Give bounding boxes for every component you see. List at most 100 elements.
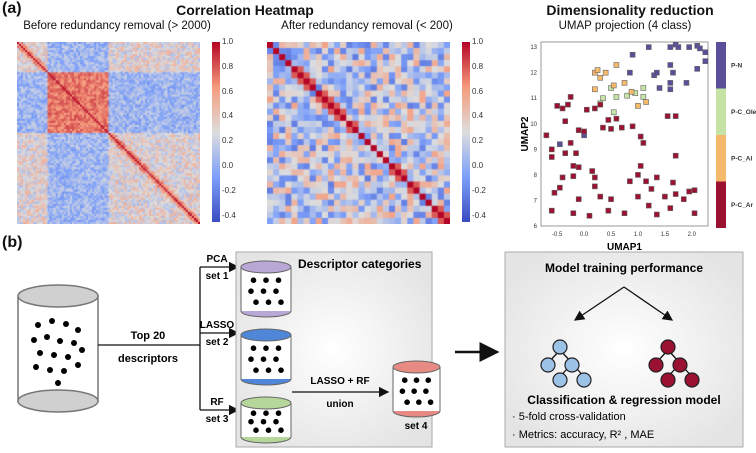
- scatter-point-p-c-al: [597, 74, 604, 81]
- scatter-point-p-c-ar: [654, 211, 660, 218]
- colorbar-tick-label: 0.0: [472, 161, 484, 170]
- scatter-point-p-c-ar: [637, 163, 644, 169]
- scatter-point-p-c-ar: [583, 106, 590, 113]
- colorbar-tick-label: 1.0: [222, 37, 234, 46]
- y-tick-label: 11: [531, 96, 538, 102]
- scatter-point-p-n: [686, 44, 692, 50]
- panel-b-label: (b): [2, 234, 23, 251]
- scatter-point-p-c-ar: [575, 164, 582, 171]
- scatter-point-p-c-al: [643, 99, 649, 105]
- heatmap-before: [17, 42, 200, 224]
- colorbar-tick-label: -0.2: [472, 185, 486, 195]
- y-tick-label: 13: [530, 45, 537, 51]
- y-tick-label: 9: [534, 147, 538, 153]
- scatter-point-p-c-ar: [608, 196, 614, 202]
- scatter-point-p-c-ar: [592, 183, 598, 190]
- scatter-point-p-c-ar: [613, 115, 620, 122]
- scatter-point-p-c-ar: [570, 210, 577, 217]
- scatter-point-p-c-ole: [613, 94, 620, 100]
- scatter-point-p-c-al: [613, 62, 620, 68]
- scatter-point-p-c-ar: [605, 207, 612, 214]
- descriptor-categories-title: Descriptor categories: [298, 257, 422, 271]
- scatter-point-p-c-ar: [551, 189, 558, 196]
- scatter-point-p-c-ar: [662, 193, 668, 200]
- colorbar-tick-label: 1.0: [472, 37, 484, 46]
- scatter-point-p-c-ar: [575, 127, 582, 133]
- scatter-point-p-c-ar: [575, 196, 582, 202]
- dimred-title: Dimensionality reduction: [546, 2, 714, 18]
- x-tick-label: 1.5: [661, 232, 670, 238]
- scatter-point-p-n: [627, 69, 633, 76]
- scatter-point-p-n: [697, 45, 703, 52]
- branch-pca-set: set 1: [206, 271, 229, 282]
- model-title: Model training performance: [545, 261, 703, 275]
- class-bar-segment: [716, 181, 726, 228]
- scatter-point-p-c-ole: [640, 94, 647, 100]
- heatmap-after: [267, 42, 450, 224]
- branch-pca-method: PCA: [206, 254, 227, 265]
- colorbar-tick-label: 0.4: [222, 111, 234, 121]
- x-tick-label: -0.5: [552, 232, 563, 238]
- x-axis-label: UMAP1: [607, 242, 642, 253]
- scatter-point-p-c-ar: [637, 133, 644, 140]
- x-tick-label: 2.0: [688, 232, 697, 238]
- class-label: P-N: [731, 62, 743, 69]
- colorbar-tick-label: 0.6: [472, 86, 484, 96]
- x-tick-label: 0.0: [580, 232, 589, 238]
- y-tick-label: 6: [534, 224, 538, 230]
- y-tick-label: 7: [534, 198, 538, 204]
- colorbar-tick-label: 0.2: [222, 136, 234, 146]
- scatter-point-p-c-ole: [624, 92, 630, 99]
- branch-rf-set: set 3: [206, 414, 229, 425]
- scatter-point-p-n: [645, 44, 652, 50]
- colorbar-after: [462, 42, 470, 222]
- scatter-point-p-c-ar: [597, 193, 604, 200]
- colorbar-tick-label: -0.4: [222, 210, 236, 220]
- scatter-point-p-c-ar: [586, 212, 593, 219]
- umap-title: UMAP projection (4 class): [558, 20, 692, 32]
- union-label: LASSO + RF: [310, 376, 369, 387]
- scatter-point-p-c-ar: [567, 94, 574, 100]
- branch-rf-method: RF: [210, 397, 223, 408]
- branch-lasso-method: LASSO: [200, 320, 235, 331]
- colorbar-tick-label: 0.8: [472, 61, 484, 71]
- scatter-point-p-c-al: [602, 69, 609, 76]
- x-tick-label: 0.5: [607, 232, 616, 238]
- scatter-point-p-c-ar: [686, 188, 692, 195]
- scatter-point-p-n: [629, 51, 636, 58]
- colorbar-tick-label: 0.8: [222, 61, 234, 71]
- scatter-point-p-c-ar: [664, 113, 671, 119]
- scatter-point-p-n: [694, 66, 701, 72]
- scatter-point-p-c-ar: [573, 150, 579, 156]
- scatter-point-p-c-ar: [562, 150, 569, 156]
- scatter-point-p-c-ar: [648, 186, 655, 192]
- bullet-metrics: · Metrics: accuracy, R² , MAE: [512, 429, 654, 441]
- scatter-point-p-c-ar: [654, 174, 660, 181]
- scatter-point-p-c-ar: [670, 179, 676, 186]
- scatter-point-p-n: [667, 80, 674, 86]
- scatter-point-p-c-ar: [645, 202, 652, 209]
- scatter-point-p-c-ar: [548, 207, 555, 214]
- y-tick-label: 10: [530, 122, 537, 128]
- scatter-point-p-c-ar: [548, 154, 555, 160]
- scatter-point-p-c-ar: [605, 117, 612, 123]
- set4-label: set 4: [405, 421, 428, 432]
- colorbar-tick-label: 0.6: [222, 86, 234, 96]
- colorbar-before: [212, 42, 220, 222]
- scatter-point-p-c-ar: [543, 132, 550, 139]
- scatter-point-p-c-ar: [680, 196, 687, 202]
- scatter-point-p-c-al: [610, 82, 617, 89]
- scatter-point-p-c-ar: [627, 178, 633, 185]
- descriptors-label: descriptors: [118, 353, 178, 365]
- scatter-point-p-c-ar: [635, 172, 641, 178]
- x-tick-label: 1.0: [634, 232, 643, 238]
- scatter-point-p-n: [667, 62, 674, 68]
- class-bar-segment: [716, 88, 726, 135]
- scatter-point-p-n: [667, 86, 674, 93]
- scatter-point-p-c-al: [621, 80, 628, 86]
- scatter-point-p-c-ar: [554, 103, 560, 109]
- colorbar-tick-label: 0.2: [472, 136, 484, 146]
- y-tick-label: 8: [534, 173, 538, 179]
- bullet-cv: · 5-fold cross-validation: [512, 411, 626, 423]
- class-bar-segment: [716, 135, 726, 182]
